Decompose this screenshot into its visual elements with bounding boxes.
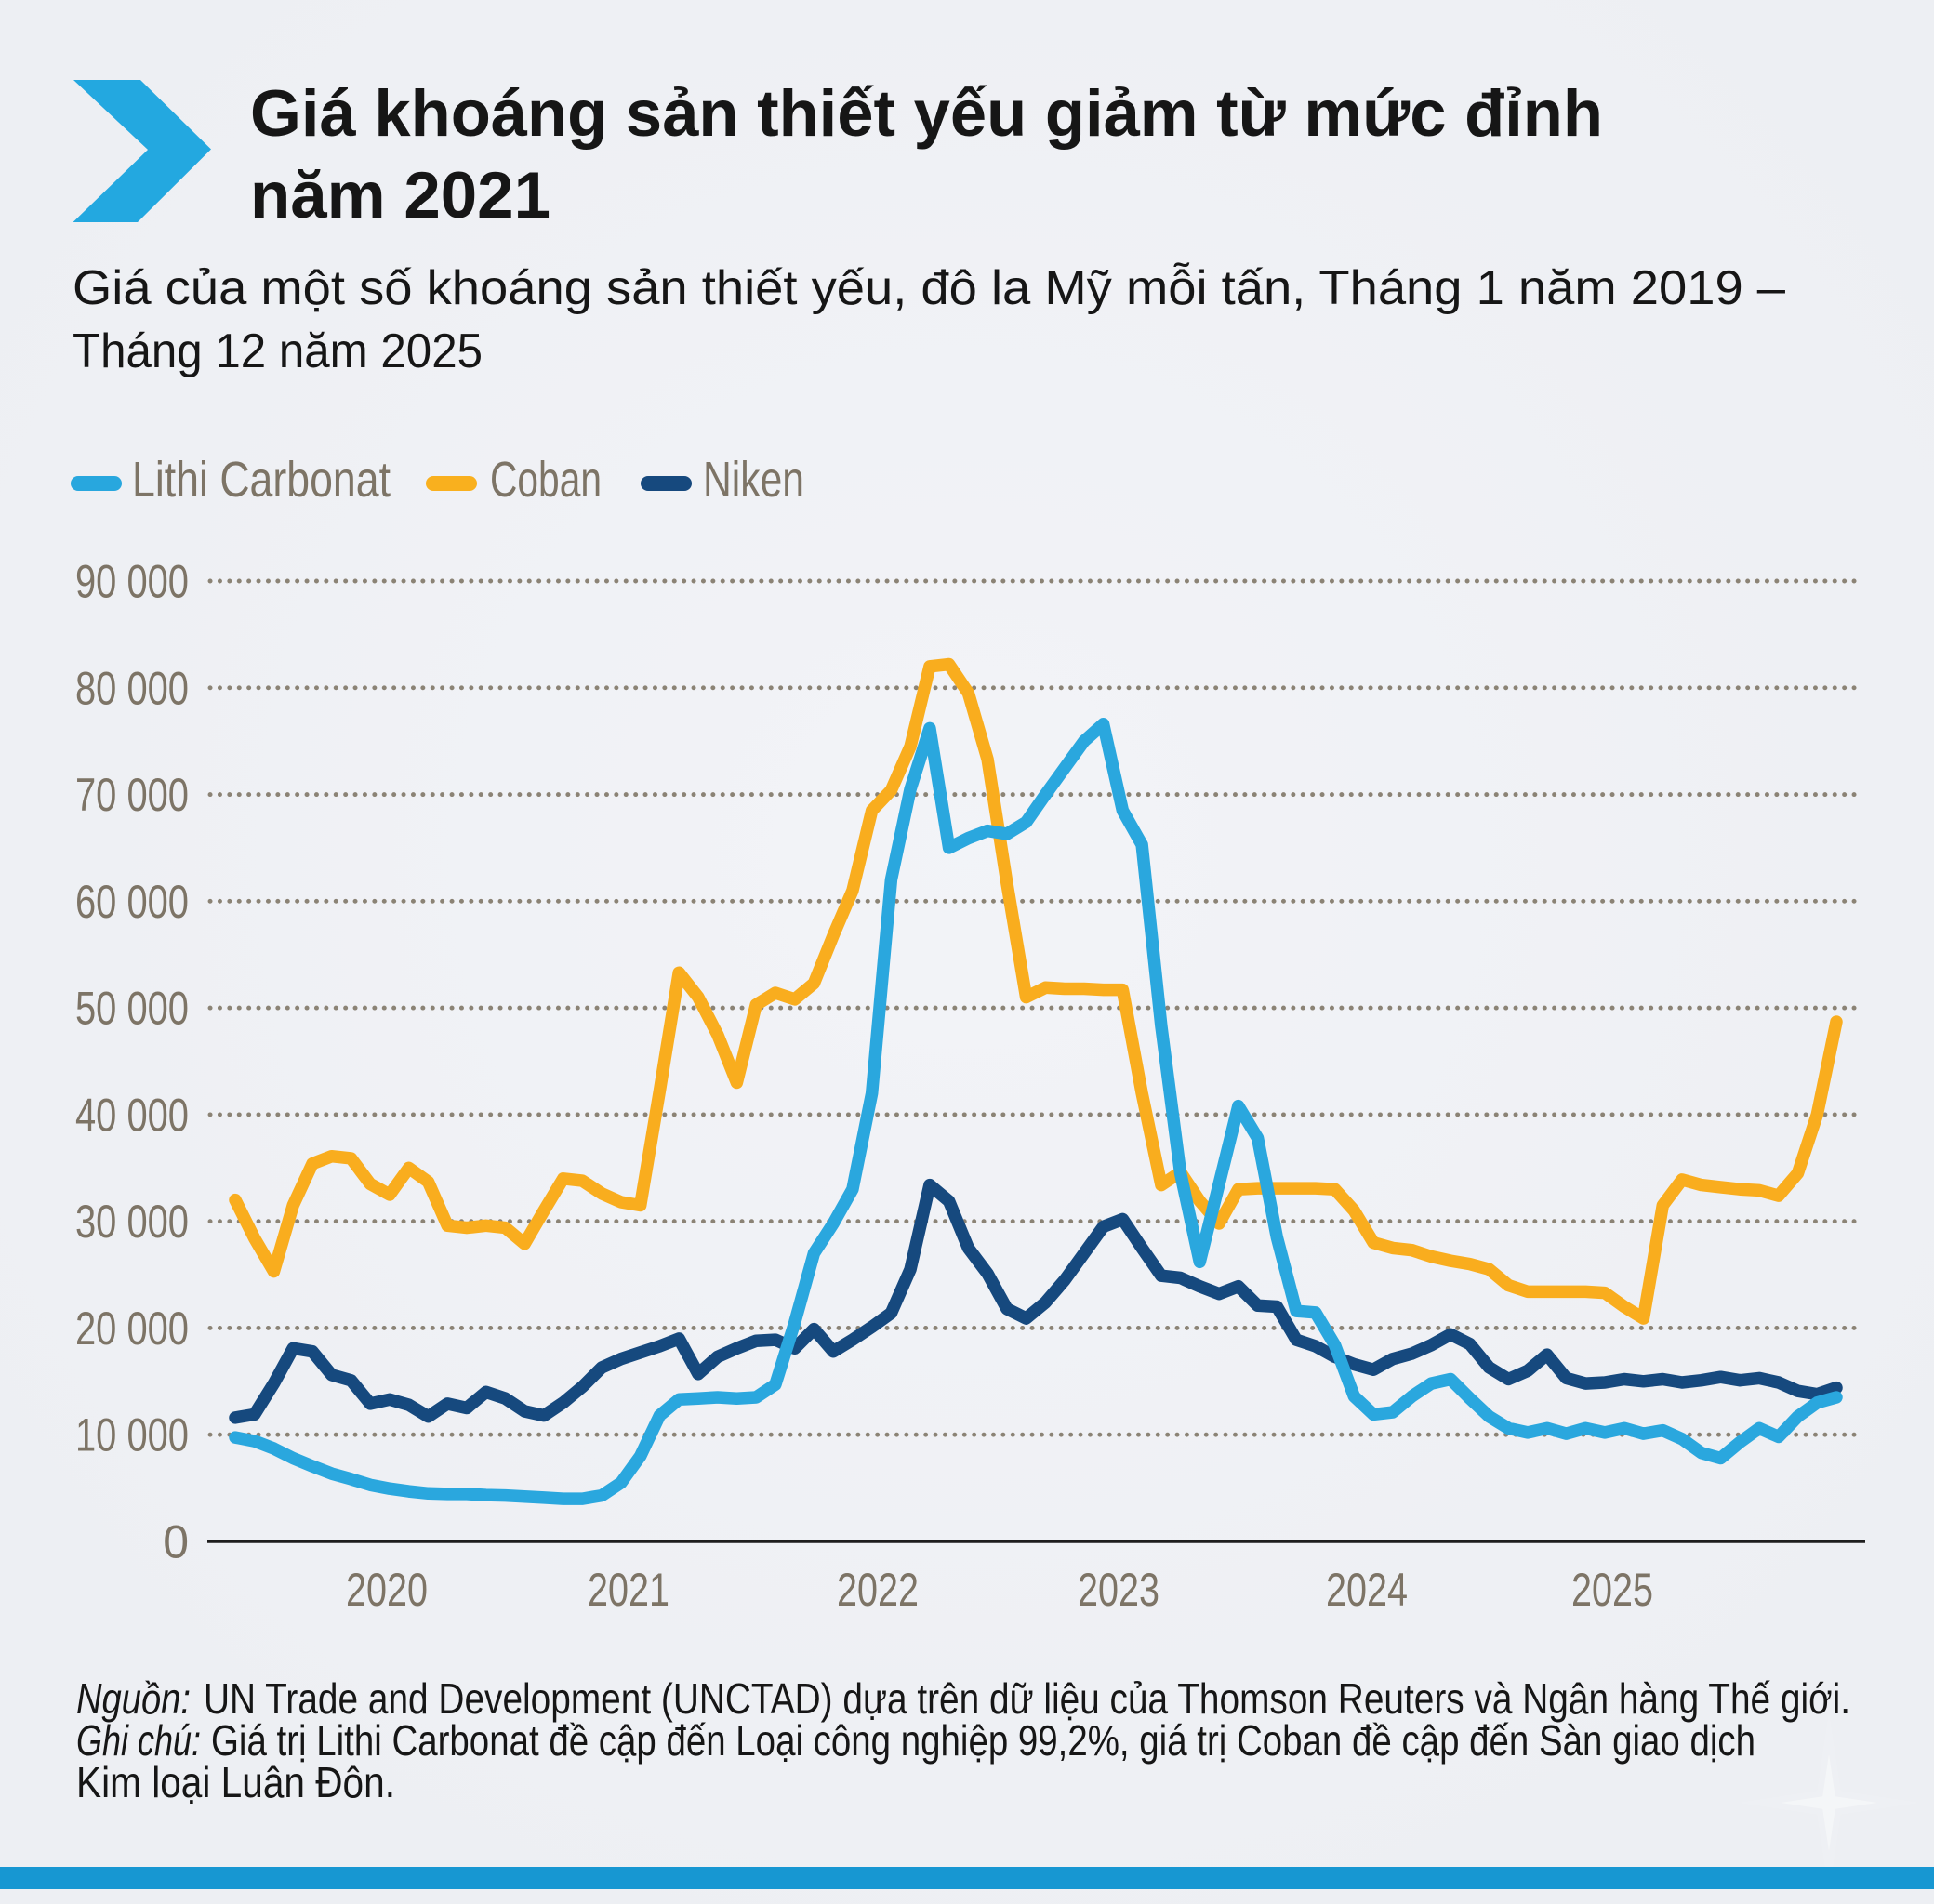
- svg-text:20 000: 20 000: [75, 1302, 189, 1355]
- svg-text:Coban: Coban: [490, 452, 602, 508]
- svg-text:70 000: 70 000: [75, 769, 189, 821]
- svg-text:Nguồn:UN Trade and Development: Nguồn: UN Trade and Development (UNCTAD) …: [76, 1674, 1850, 1723]
- svg-text:2023: 2023: [1078, 1564, 1159, 1616]
- svg-text:Giá của một số khoáng sản thiế: Giá của một số khoáng sản thiết yếu, đô …: [73, 261, 1785, 315]
- svg-text:80 000: 80 000: [75, 662, 189, 714]
- svg-text:30 000: 30 000: [75, 1196, 189, 1248]
- svg-text:50 000: 50 000: [75, 983, 189, 1035]
- svg-text:40 000: 40 000: [75, 1089, 189, 1141]
- svg-text:2025: 2025: [1571, 1564, 1653, 1616]
- svg-text:Lithi Carbonat: Lithi Carbonat: [132, 452, 391, 508]
- svg-text:Niken: Niken: [703, 452, 804, 508]
- svg-text:90 000: 90 000: [75, 556, 189, 608]
- svg-text:Giá khoáng sản thiết yếu giảm: Giá khoáng sản thiết yếu giảm từ mức đỉn…: [250, 76, 1603, 150]
- svg-text:Tháng 12 năm 2025: Tháng 12 năm 2025: [73, 324, 483, 378]
- svg-text:Kim loại Luân Đôn.: Kim loại Luân Đôn.: [76, 1758, 395, 1806]
- svg-text:0: 0: [163, 1516, 189, 1568]
- svg-text:2021: 2021: [588, 1564, 669, 1616]
- svg-text:2020: 2020: [346, 1564, 428, 1616]
- svg-text:năm 2021: năm 2021: [250, 158, 550, 231]
- svg-text:2022: 2022: [837, 1564, 919, 1616]
- svg-text:2024: 2024: [1326, 1564, 1408, 1616]
- svg-text:10 000: 10 000: [75, 1409, 189, 1461]
- svg-text:Ghi chú:Giá trị Lithi Carbonat: Ghi chú: Giá trị Lithi Carbonat đề cập đế…: [76, 1716, 1755, 1765]
- svg-text:60 000: 60 000: [75, 876, 189, 928]
